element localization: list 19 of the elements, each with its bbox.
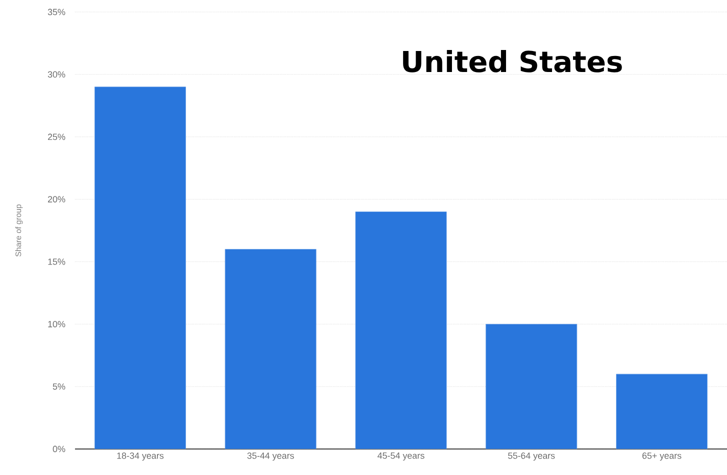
y-tick-label: 15%	[48, 258, 66, 265]
y-tick-label: 25%	[48, 134, 66, 140]
x-tick-label: 35-44 years	[247, 452, 294, 461]
bar	[94, 86, 186, 449]
x-tick-label: 45-54 years	[378, 452, 424, 461]
bar	[355, 212, 447, 449]
y-tick-label: 10%	[48, 320, 66, 328]
y-tick-label: 30%	[48, 71, 66, 78]
x-tick-label: 65+ years	[642, 452, 682, 461]
bar	[224, 249, 316, 449]
text: United States	[403, 50, 622, 72]
y-tick-label: 5%	[52, 383, 66, 390]
x-tick-label: 18-34 years	[117, 452, 164, 461]
y-tick-label: 20%	[48, 196, 66, 202]
x-tick-label: 55-64 years	[508, 452, 555, 461]
y-tick-label: 35%	[48, 8, 66, 16]
y-tick-label: 0%	[52, 446, 66, 452]
bar	[616, 374, 708, 449]
bar	[486, 324, 578, 449]
